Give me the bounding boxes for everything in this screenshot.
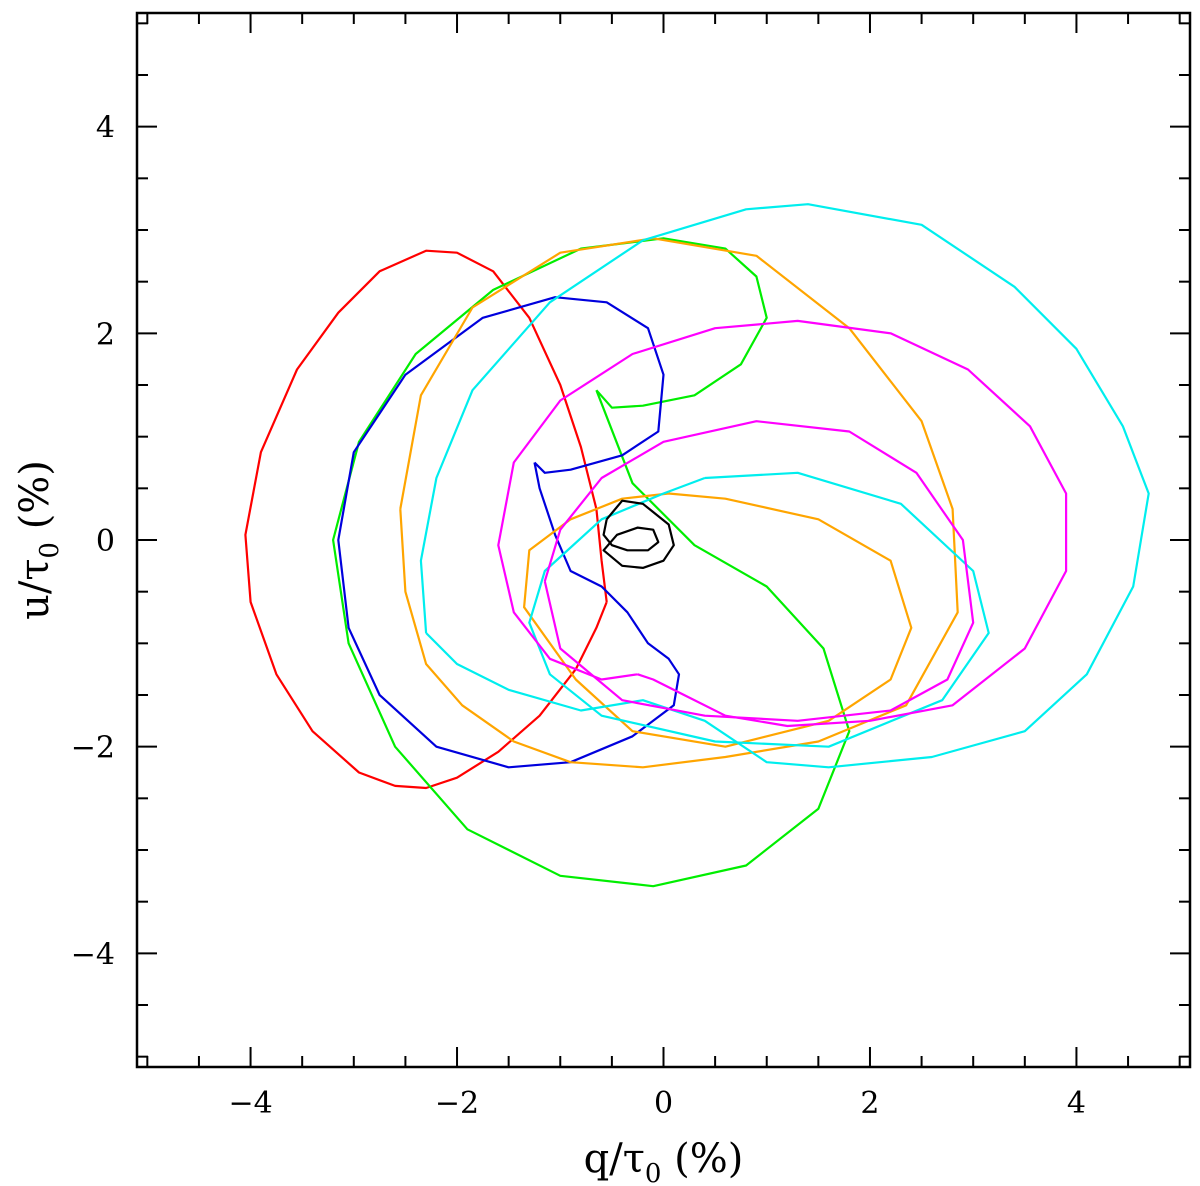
x-tick-label: −2 [435,1086,479,1121]
x-tick-label: 4 [1067,1086,1086,1121]
y-axis-label: u/τ0 (%) [12,460,65,620]
y-tick-label: 2 [96,317,115,352]
series-curve-10 [602,499,675,569]
x-tick-label: −4 [228,1086,272,1121]
series-curve-1 [244,249,608,790]
y-tick-label: 4 [96,111,115,146]
series-curve-4 [523,492,913,748]
tick-marks [137,13,1190,1067]
y-tick-label: 0 [96,524,115,559]
series-curve-2 [332,237,851,888]
series-curve-6 [528,471,990,748]
y-tick-label: −4 [71,937,115,972]
x-tick-label: 0 [654,1086,673,1121]
tick-labels: −4 −2 0 2 4 −4 −2 0 2 4 [71,111,1086,1121]
series-curve-3 [337,296,681,769]
x-axis-label: q/τ0 (%) [584,1136,744,1186]
curves [244,203,1150,888]
series-curve-5 [399,237,959,769]
series-curve-9 [543,420,975,722]
y-tick-label: −2 [71,731,115,766]
plot-frame [135,11,1192,1069]
series-curve-8 [497,319,1068,728]
x-tick-label: 2 [860,1086,879,1121]
series-curve-7 [419,203,1150,769]
